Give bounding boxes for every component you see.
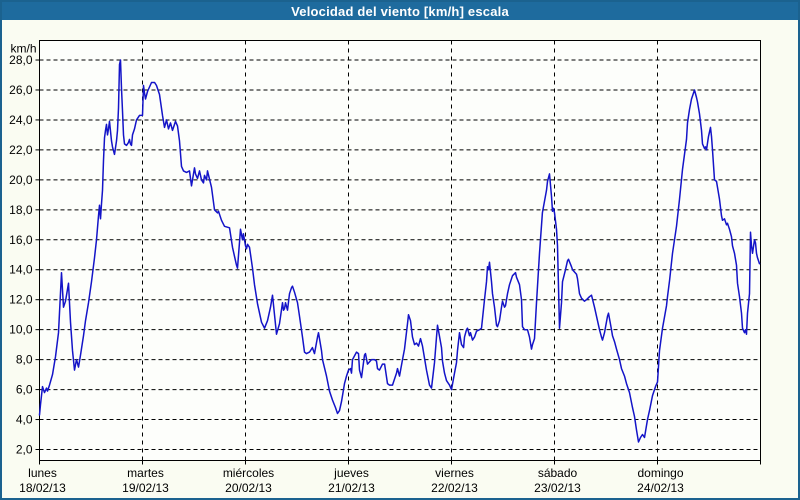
x-date-label: 22/02/13 [431, 481, 478, 495]
x-date-label: 24/02/13 [637, 481, 684, 495]
y-tick-label: 8,0 [16, 353, 33, 367]
y-tick-label: 18,0 [9, 203, 33, 217]
y-tick-label: 6,0 [16, 383, 33, 397]
x-day-label: miércoles [223, 466, 274, 480]
y-axis-unit-label: km/h [10, 42, 36, 56]
y-tick-label: 4,0 [16, 413, 33, 427]
y-tick-label: 22,0 [9, 143, 33, 157]
y-tick-label: 16,0 [9, 233, 33, 247]
x-day-label: lunes [28, 466, 57, 480]
plot-area-rect [39, 40, 761, 461]
y-tick-label: 26,0 [9, 83, 33, 97]
x-date-label: 21/02/13 [328, 481, 375, 495]
title-bar: Velocidad del viento [km/h] escala [2, 2, 798, 20]
x-date-label: 23/02/13 [534, 481, 581, 495]
y-tick-label: 12,0 [9, 293, 33, 307]
y-tick-label: 20,0 [9, 173, 33, 187]
wind-speed-chart: 28,0 26,0 24,0 22,0 20,0 18,0 16,0 14,0 12,0 10,0… [9, 40, 761, 495]
x-day-label: jueves [333, 466, 369, 480]
y-tick-label: 24,0 [9, 113, 33, 127]
x-date-label: 18/02/13 [19, 481, 66, 495]
x-date-label: 19/02/13 [122, 481, 169, 495]
y-tick-label: 14,0 [9, 263, 33, 277]
x-day-label: viernes [435, 466, 474, 480]
x-day-label: martes [127, 466, 164, 480]
y-tick-label: 28,0 [9, 53, 33, 67]
plot-region: 28,0 26,0 24,0 22,0 20,0 18,0 16,0 14,0 12,0 10,0… [2, 20, 798, 498]
wind-speed-line [38, 59, 761, 443]
window-title: Velocidad del viento [km/h] escala [291, 3, 509, 19]
y-tick-label: 2,0 [16, 443, 33, 457]
x-day-label: domingo [637, 466, 683, 480]
x-date-label: 20/02/13 [225, 481, 272, 495]
y-tick-label: 10,0 [9, 323, 33, 337]
x-day-label: sábado [538, 466, 578, 480]
